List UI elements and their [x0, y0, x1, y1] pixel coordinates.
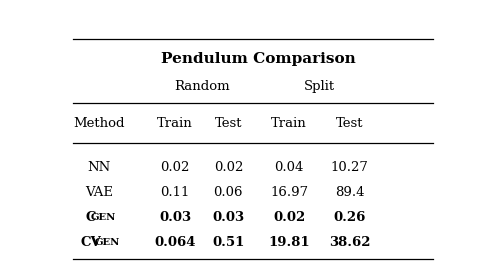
Text: 0.11: 0.11 [161, 186, 190, 199]
Text: 0.03: 0.03 [159, 211, 191, 224]
Text: 0.02: 0.02 [273, 211, 305, 224]
Text: 0.02: 0.02 [161, 161, 190, 174]
Text: 0.51: 0.51 [212, 236, 245, 249]
Text: 0.064: 0.064 [154, 236, 196, 249]
Text: 0.26: 0.26 [334, 211, 366, 224]
Text: 16.97: 16.97 [270, 186, 308, 199]
Text: 0.04: 0.04 [274, 161, 304, 174]
Text: 0.03: 0.03 [212, 211, 245, 224]
Text: Pendulum Comparison: Pendulum Comparison [161, 52, 356, 66]
Text: 38.62: 38.62 [329, 236, 370, 249]
Text: C: C [85, 211, 96, 224]
Text: 19.81: 19.81 [269, 236, 310, 249]
Text: Random: Random [174, 80, 230, 93]
Text: VAE: VAE [85, 186, 113, 199]
Text: CV: CV [80, 236, 101, 249]
Text: Test: Test [215, 117, 242, 130]
Text: GEN: GEN [95, 238, 120, 247]
Text: Train: Train [271, 117, 307, 130]
Text: 89.4: 89.4 [335, 186, 365, 199]
Text: 0.06: 0.06 [214, 186, 243, 199]
Text: Method: Method [74, 117, 125, 130]
Text: Test: Test [336, 117, 364, 130]
Text: 0.02: 0.02 [214, 161, 243, 174]
Text: Train: Train [157, 117, 193, 130]
Text: Split: Split [304, 80, 335, 93]
Text: NN: NN [88, 161, 111, 174]
Text: 10.27: 10.27 [331, 161, 369, 174]
Text: GEN: GEN [91, 213, 116, 222]
